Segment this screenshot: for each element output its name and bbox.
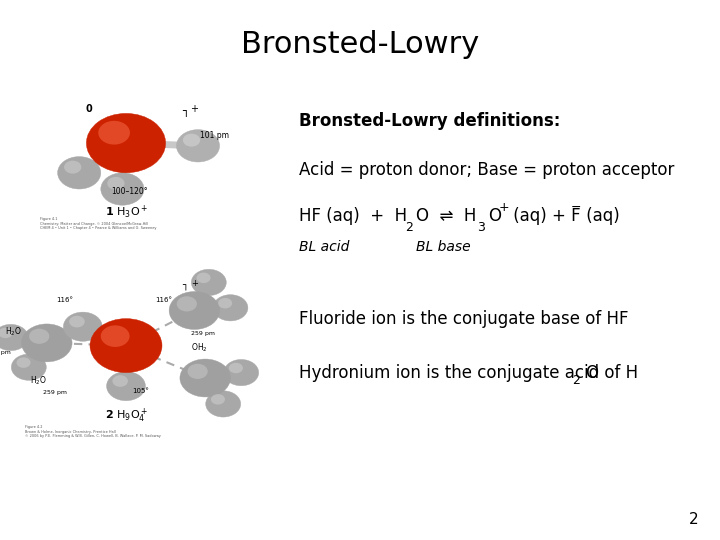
Circle shape xyxy=(101,173,144,205)
Text: ┐: ┐ xyxy=(181,107,189,118)
Text: 2: 2 xyxy=(689,511,698,526)
Circle shape xyxy=(112,375,128,387)
Circle shape xyxy=(0,328,12,338)
Circle shape xyxy=(107,177,125,190)
Text: O: O xyxy=(488,207,501,225)
Text: $\mathbf{1}$ $\mathrm{H_3O^+}$: $\mathbf{1}$ $\mathrm{H_3O^+}$ xyxy=(104,204,148,221)
Circle shape xyxy=(218,298,232,308)
Circle shape xyxy=(58,157,101,189)
Text: BL base: BL base xyxy=(416,240,471,254)
Text: 101 pm: 101 pm xyxy=(200,131,229,140)
Circle shape xyxy=(176,296,197,312)
Text: Bronsted-Lowry: Bronsted-Lowry xyxy=(241,30,479,59)
Circle shape xyxy=(107,372,145,401)
Text: Bronsted-Lowry definitions:: Bronsted-Lowry definitions: xyxy=(299,112,560,131)
Circle shape xyxy=(192,269,226,295)
Text: 260 pm: 260 pm xyxy=(0,350,11,355)
Text: 116°: 116° xyxy=(155,298,172,303)
Circle shape xyxy=(206,391,240,417)
Text: 259 pm: 259 pm xyxy=(191,331,215,336)
Circle shape xyxy=(29,329,50,344)
Text: Hydronium ion is the conjugate acid of H: Hydronium ion is the conjugate acid of H xyxy=(299,363,638,382)
Text: $\mathrm{H_2O}$: $\mathrm{H_2O}$ xyxy=(30,374,47,387)
Text: O  ⇌  H: O ⇌ H xyxy=(416,207,477,225)
Text: 2: 2 xyxy=(572,374,580,387)
Text: ┐: ┐ xyxy=(182,281,188,292)
Text: 105°: 105° xyxy=(132,388,149,394)
Circle shape xyxy=(224,360,258,386)
Text: Figure 4.1
Chemistry: Matter and Change, © 2004 Glencoe/McGraw-Hill
CHEM 4 • Uni: Figure 4.1 Chemistry: Matter and Change,… xyxy=(40,217,156,231)
Circle shape xyxy=(180,359,230,397)
Circle shape xyxy=(12,354,46,380)
Text: 0: 0 xyxy=(85,104,92,114)
Circle shape xyxy=(197,273,210,283)
Text: +: + xyxy=(499,200,510,214)
Circle shape xyxy=(0,325,28,350)
Circle shape xyxy=(211,394,225,404)
Text: 3: 3 xyxy=(477,221,485,234)
Text: $\mathbf{2}$ $\mathrm{H_9O_4^+}$: $\mathbf{2}$ $\mathrm{H_9O_4^+}$ xyxy=(104,406,148,424)
Text: +: + xyxy=(191,279,198,288)
Circle shape xyxy=(90,319,162,373)
Circle shape xyxy=(187,364,208,379)
Text: 116°: 116° xyxy=(56,298,73,303)
Text: −: − xyxy=(571,200,582,214)
Text: (aq): (aq) xyxy=(581,207,620,225)
Circle shape xyxy=(213,295,248,321)
Circle shape xyxy=(98,121,130,145)
Text: O: O xyxy=(585,363,598,382)
Circle shape xyxy=(17,357,30,368)
Circle shape xyxy=(69,316,85,327)
Text: 2: 2 xyxy=(405,221,413,234)
Text: $\mathrm{OH_2}$: $\mathrm{OH_2}$ xyxy=(191,342,207,354)
Circle shape xyxy=(229,363,243,373)
Circle shape xyxy=(176,130,220,162)
Text: HF (aq)  +  H: HF (aq) + H xyxy=(299,207,407,225)
Circle shape xyxy=(22,324,72,362)
Text: $\mathrm{H_2O}$: $\mathrm{H_2O}$ xyxy=(4,326,22,338)
Text: Acid = proton donor; Base = proton acceptor: Acid = proton donor; Base = proton accep… xyxy=(299,161,674,179)
Text: BL acid: BL acid xyxy=(299,240,349,254)
Text: 100–120°: 100–120° xyxy=(112,187,148,197)
Text: Figure 4.2
Brown & Holme, Inorganic Chemistry, Prentice Hall
© 2006 by P.E. Flem: Figure 4.2 Brown & Holme, Inorganic Chem… xyxy=(25,425,161,438)
Circle shape xyxy=(169,292,220,329)
Text: (aq) + F: (aq) + F xyxy=(508,207,580,225)
Circle shape xyxy=(64,161,81,174)
Circle shape xyxy=(86,113,166,173)
Circle shape xyxy=(183,134,200,147)
Text: 259 pm: 259 pm xyxy=(43,390,68,395)
Text: Fluoride ion is the conjugate base of HF: Fluoride ion is the conjugate base of HF xyxy=(299,309,629,328)
Text: +: + xyxy=(190,104,199,114)
Circle shape xyxy=(101,325,130,347)
Circle shape xyxy=(63,312,102,341)
